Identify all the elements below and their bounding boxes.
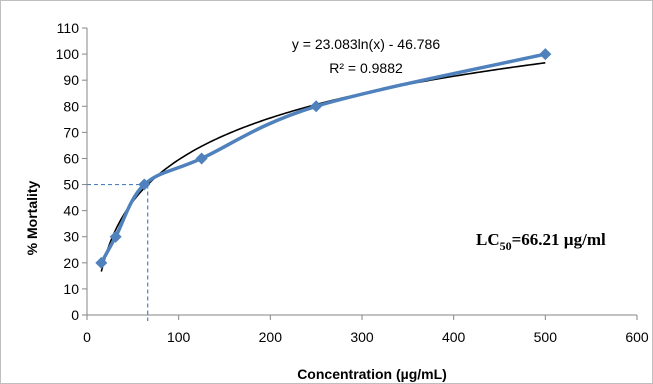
- y-tick-label: 0: [71, 307, 79, 323]
- x-tick-label: 0: [83, 329, 91, 345]
- x-tick-label: 500: [534, 329, 558, 345]
- y-tick-label: 100: [56, 46, 80, 62]
- lc50-reference-lines: [87, 183, 149, 321]
- y-tick-label: 110: [57, 20, 80, 36]
- data-point-marker: [195, 152, 208, 165]
- y-tick-label: 40: [63, 203, 79, 219]
- x-tick-label: 300: [350, 329, 374, 345]
- y-axis-title: % Mortality: [24, 180, 40, 255]
- axes: [82, 27, 638, 320]
- y-tick-label: 80: [63, 98, 79, 114]
- lc50-value: =66.21 µg/ml: [512, 230, 606, 249]
- y-tick-label: 90: [63, 72, 79, 88]
- x-tick-label: 200: [259, 329, 283, 345]
- y-tick-label: 30: [63, 229, 79, 245]
- lc50-subscript: 50: [500, 239, 512, 253]
- lc50-annotation: LC50=66.21 µg/ml: [476, 230, 606, 253]
- y-tick-label: 50: [63, 177, 79, 193]
- series-group: [95, 48, 552, 269]
- data-point-marker: [109, 230, 122, 243]
- data-point-marker: [138, 178, 151, 191]
- r-squared-label: R² = 0.9882: [329, 60, 403, 76]
- data-point-marker: [310, 100, 323, 113]
- y-tick-label: 20: [63, 255, 79, 271]
- data-point-marker: [95, 256, 108, 269]
- x-tick-label: 100: [167, 329, 191, 345]
- x-tick-label: 400: [442, 329, 466, 345]
- y-tick-label: 10: [63, 281, 79, 297]
- x-tick-label: 600: [625, 329, 649, 345]
- x-axis-title: Concentration (µg/mL): [297, 366, 447, 382]
- y-tick-label: 70: [63, 124, 79, 140]
- lc50-prefix: LC: [476, 230, 500, 249]
- trendline-equation: y = 23.083ln(x) - 46.786: [292, 36, 440, 52]
- data-point-marker: [539, 48, 552, 61]
- y-tick-label: 60: [63, 150, 79, 166]
- tick-labels: 0 10 20 30 40 50 60 70 80 90 100 110 0 100 200 300 400 50…: [56, 20, 649, 345]
